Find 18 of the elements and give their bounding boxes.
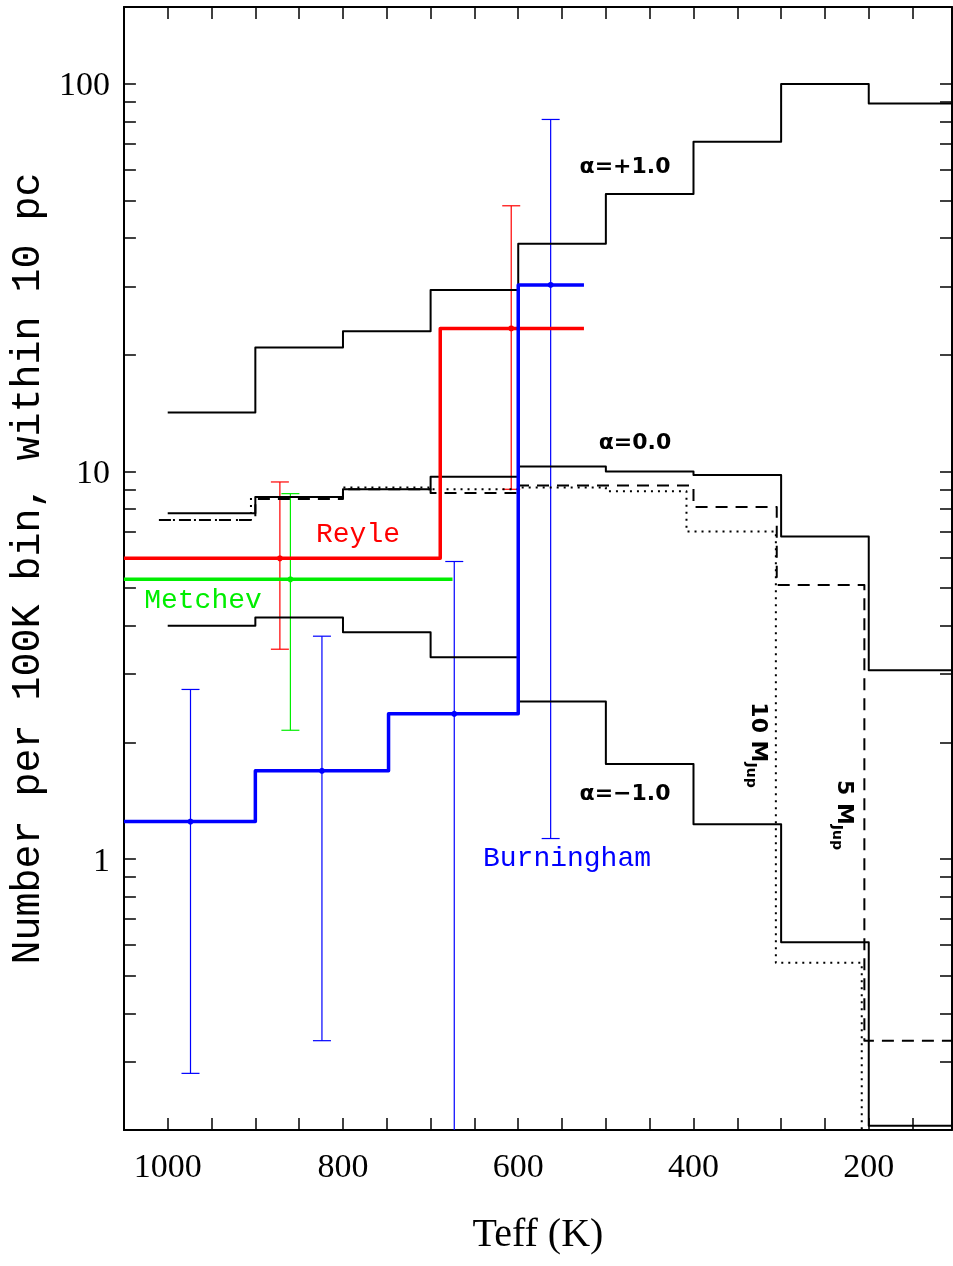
text: Burningham [482,842,652,874]
series-label: Reyle [315,518,401,550]
x-tick-label: 600 [492,1146,544,1184]
x-axis-title: Teff (K) [472,1209,604,1255]
y-tick-label: 10 [75,453,110,491]
y-tick-label: 100 [58,65,110,103]
annotation: α=−1.0 [579,779,671,805]
x-tick-label: 800 [317,1146,369,1184]
x-tick-label: 400 [667,1146,719,1184]
series-label: Metchev [144,584,262,616]
annotation: α=0.0 [598,428,672,454]
x-tick-label: 1000 [133,1146,202,1184]
annotation: 5 MJup [830,779,858,851]
x-tick-label: 200 [843,1146,895,1184]
annotation: α=+1.0 [579,152,671,178]
y-axis-title: Number per 100K bin, within 10 pc [5,172,51,965]
y-tick-label: 1 [92,840,110,878]
annotation: 10 MJup [744,702,772,788]
